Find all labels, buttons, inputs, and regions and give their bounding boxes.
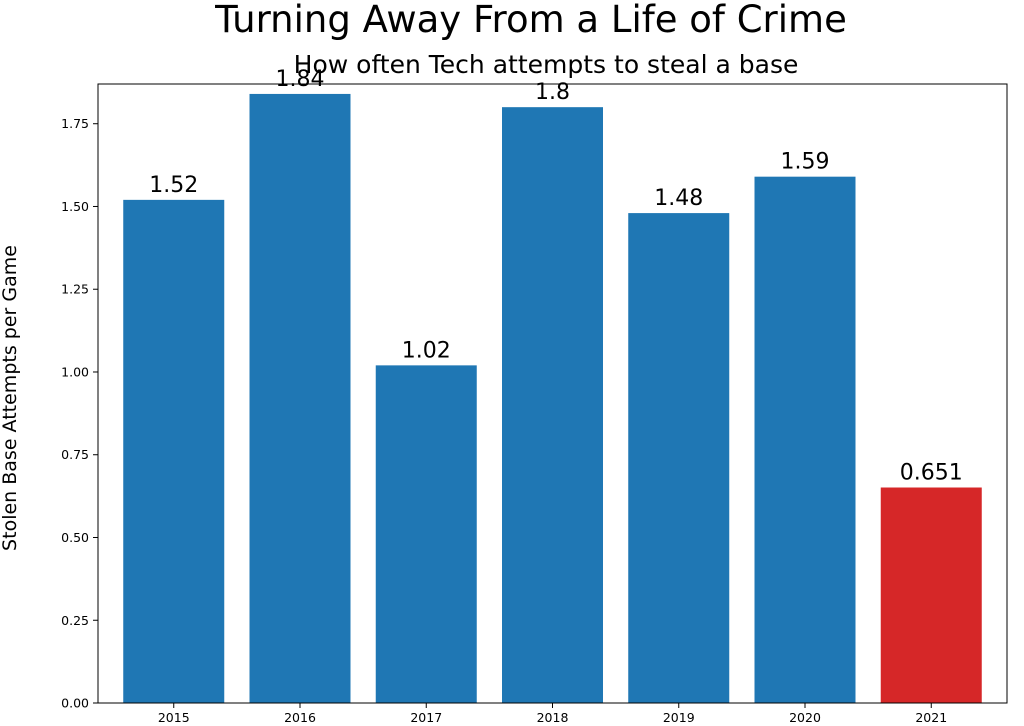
data-label-2016: 1.84	[276, 67, 325, 92]
y-axis-label: Stolen Base Attempts per Game	[0, 245, 21, 551]
x-tick-label-2018: 2018	[537, 710, 569, 725]
y-tick-label-1.50: 1.50	[61, 199, 89, 214]
plot-frame	[97, 83, 1008, 704]
y-tick-label-0.50: 0.50	[61, 530, 89, 545]
bar-2018	[502, 107, 603, 704]
x-tick-label-2020: 2020	[789, 710, 821, 725]
x-tick-label-2016: 2016	[284, 710, 316, 725]
data-label-2021: 0.651	[900, 461, 963, 486]
bar-2021	[880, 487, 982, 703]
x-tick-label-2019: 2019	[663, 710, 695, 725]
bar-2017	[375, 365, 477, 703]
y-tick-label-1.75: 1.75	[61, 116, 89, 131]
x-tick-label-2017: 2017	[410, 710, 442, 725]
data-label-2020: 1.59	[781, 150, 830, 175]
y-tick-label-0.00: 0.00	[61, 696, 89, 711]
chart-title: Turning Away From a Life of Crime	[214, 0, 847, 41]
y-tick-label-1.00: 1.00	[61, 364, 89, 379]
axes-layer: 2015 2016 2017 2018 2019 2020 2021 0.00 0.25 0.50…	[61, 83, 1008, 725]
y-tick-label-0.25: 0.25	[61, 613, 89, 628]
y-tick-label-0.75: 0.75	[61, 447, 89, 462]
y-tick-label-1.25: 1.25	[61, 282, 89, 297]
data-label-2015: 1.52	[149, 173, 198, 198]
data-label-2017: 1.02	[402, 338, 451, 363]
x-tick-label-2015: 2015	[158, 710, 190, 725]
chart-subtitle: How often Tech attempts to steal a base	[294, 50, 799, 79]
bar-2015	[123, 199, 225, 704]
x-tick-label-2021: 2021	[915, 710, 947, 725]
bar-2019	[628, 213, 730, 703]
bar-2020	[754, 176, 856, 703]
bar-2016	[249, 93, 351, 704]
data-label-2019: 1.48	[654, 186, 703, 211]
bars-layer	[123, 93, 982, 704]
